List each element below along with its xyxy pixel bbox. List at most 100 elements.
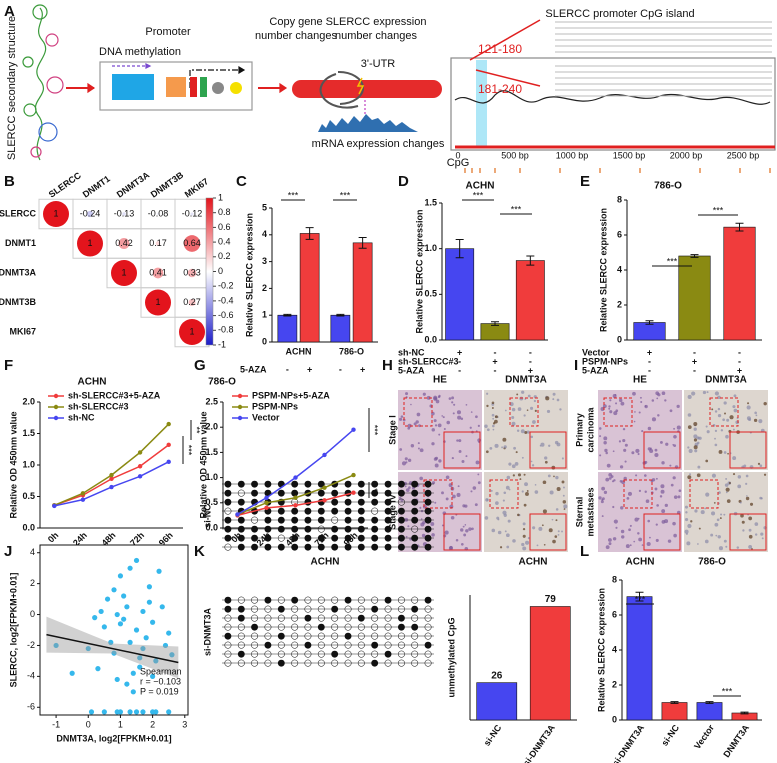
hist-cell <box>410 444 415 448</box>
hist-cell <box>444 530 449 535</box>
point <box>127 639 133 645</box>
hist-image <box>398 390 482 470</box>
corr-value: 1 <box>53 208 58 218</box>
legend-label: Vector <box>252 412 280 422</box>
series-marker <box>166 421 171 427</box>
hist-cell <box>697 465 701 469</box>
hist-cell <box>508 462 512 466</box>
group-label: 786-O <box>698 557 726 568</box>
error-bar <box>690 254 699 258</box>
hist-cell <box>477 481 481 485</box>
bar <box>515 260 545 341</box>
hist-cell <box>399 448 403 451</box>
x-tick-label: 1 <box>118 719 123 729</box>
meth-row: ○●●●●●●●●●●●●●●● <box>224 543 432 553</box>
corr-value: 1 <box>189 326 194 336</box>
hist-cell <box>733 394 737 398</box>
y-tick-label: 2 <box>262 283 267 293</box>
panel-a-label: 181-240 <box>478 82 522 96</box>
corr-row-label: DNMT1 <box>5 238 36 248</box>
hist-zoom-box <box>603 397 633 427</box>
hist-cell <box>451 401 454 404</box>
hist-cell <box>522 534 526 538</box>
hist-cell <box>626 497 630 500</box>
hist-cell <box>403 481 407 486</box>
hist-cell <box>443 428 446 431</box>
error-bar <box>283 313 292 317</box>
chart-title: 786-O <box>208 377 236 388</box>
corr-circle <box>187 268 197 278</box>
hist-cell <box>431 533 435 537</box>
hist-cell <box>530 460 533 463</box>
hist-column-label: DNMT3A <box>505 375 547 386</box>
hist-cell <box>491 407 494 409</box>
y-tick-label: 1.0 <box>424 243 437 253</box>
hist-cell <box>522 527 526 531</box>
hist-cell <box>655 477 658 480</box>
hist-cell <box>693 427 697 431</box>
corr-value: 1 <box>121 267 126 277</box>
value-label: 79 <box>545 594 557 605</box>
bar <box>678 255 711 341</box>
hist-cell <box>486 428 490 432</box>
hist-cell <box>433 419 437 423</box>
hist-cell <box>717 413 722 418</box>
point <box>162 642 169 649</box>
hist-zoom-box <box>423 479 453 509</box>
hist-cell <box>690 520 693 523</box>
hist-cell <box>687 446 690 449</box>
corr-circle <box>188 298 196 307</box>
corr-row-label: DNMT3B <box>0 297 36 307</box>
y-tick-label: 0.5 <box>205 497 218 507</box>
corr-value: 1 <box>87 238 92 248</box>
hist-cell <box>511 415 515 420</box>
point <box>117 621 124 627</box>
hist-cell <box>405 488 410 492</box>
hist-cell <box>563 486 565 489</box>
panel-letter: C <box>236 173 247 190</box>
hist-cell <box>503 445 507 449</box>
hist-cell <box>667 539 672 543</box>
bar <box>445 248 475 341</box>
hist-inset <box>443 431 481 469</box>
significance: *** <box>713 205 724 215</box>
point <box>108 639 114 645</box>
hist-cell <box>717 407 721 411</box>
hist-cell <box>669 409 673 413</box>
cpg-axis-label: 2000 bp <box>670 150 703 160</box>
colorbar-label: -0.2 <box>218 281 234 291</box>
cpg-axis-label: 0 <box>455 150 460 160</box>
error-bar <box>455 239 464 259</box>
y-tick-label: -4 <box>27 671 35 681</box>
hist-cell <box>430 522 435 526</box>
hist-cell <box>620 529 625 534</box>
hist-cell <box>624 460 627 463</box>
hist-cell <box>521 456 524 459</box>
hist-cell <box>723 451 727 454</box>
hist-cell <box>561 480 565 484</box>
hist-cell <box>453 403 456 406</box>
hist-cell <box>659 440 663 444</box>
hist-cell <box>732 456 737 461</box>
hist-cell <box>456 492 461 497</box>
hist-cell <box>551 518 554 521</box>
series-marker <box>293 495 298 500</box>
hist-cell <box>561 457 564 460</box>
hist-cell <box>407 458 412 462</box>
hist-zoom-box <box>689 479 719 509</box>
hist-cell <box>720 429 724 432</box>
hist-cell <box>702 390 707 395</box>
y-tick-label: -6 <box>27 702 35 712</box>
point <box>159 604 165 610</box>
colorbar-label: 0.2 <box>218 251 231 261</box>
hist-cell <box>509 402 514 407</box>
hist-cell <box>612 505 615 509</box>
hist-cell <box>521 390 525 394</box>
hist-cell <box>723 539 727 543</box>
hist-cell <box>714 410 718 413</box>
y-tick-label: 0 <box>30 609 35 619</box>
hist-cell <box>425 537 429 542</box>
hist-cell <box>499 546 503 549</box>
hist-cell <box>758 419 763 424</box>
hist-cell <box>724 412 727 415</box>
